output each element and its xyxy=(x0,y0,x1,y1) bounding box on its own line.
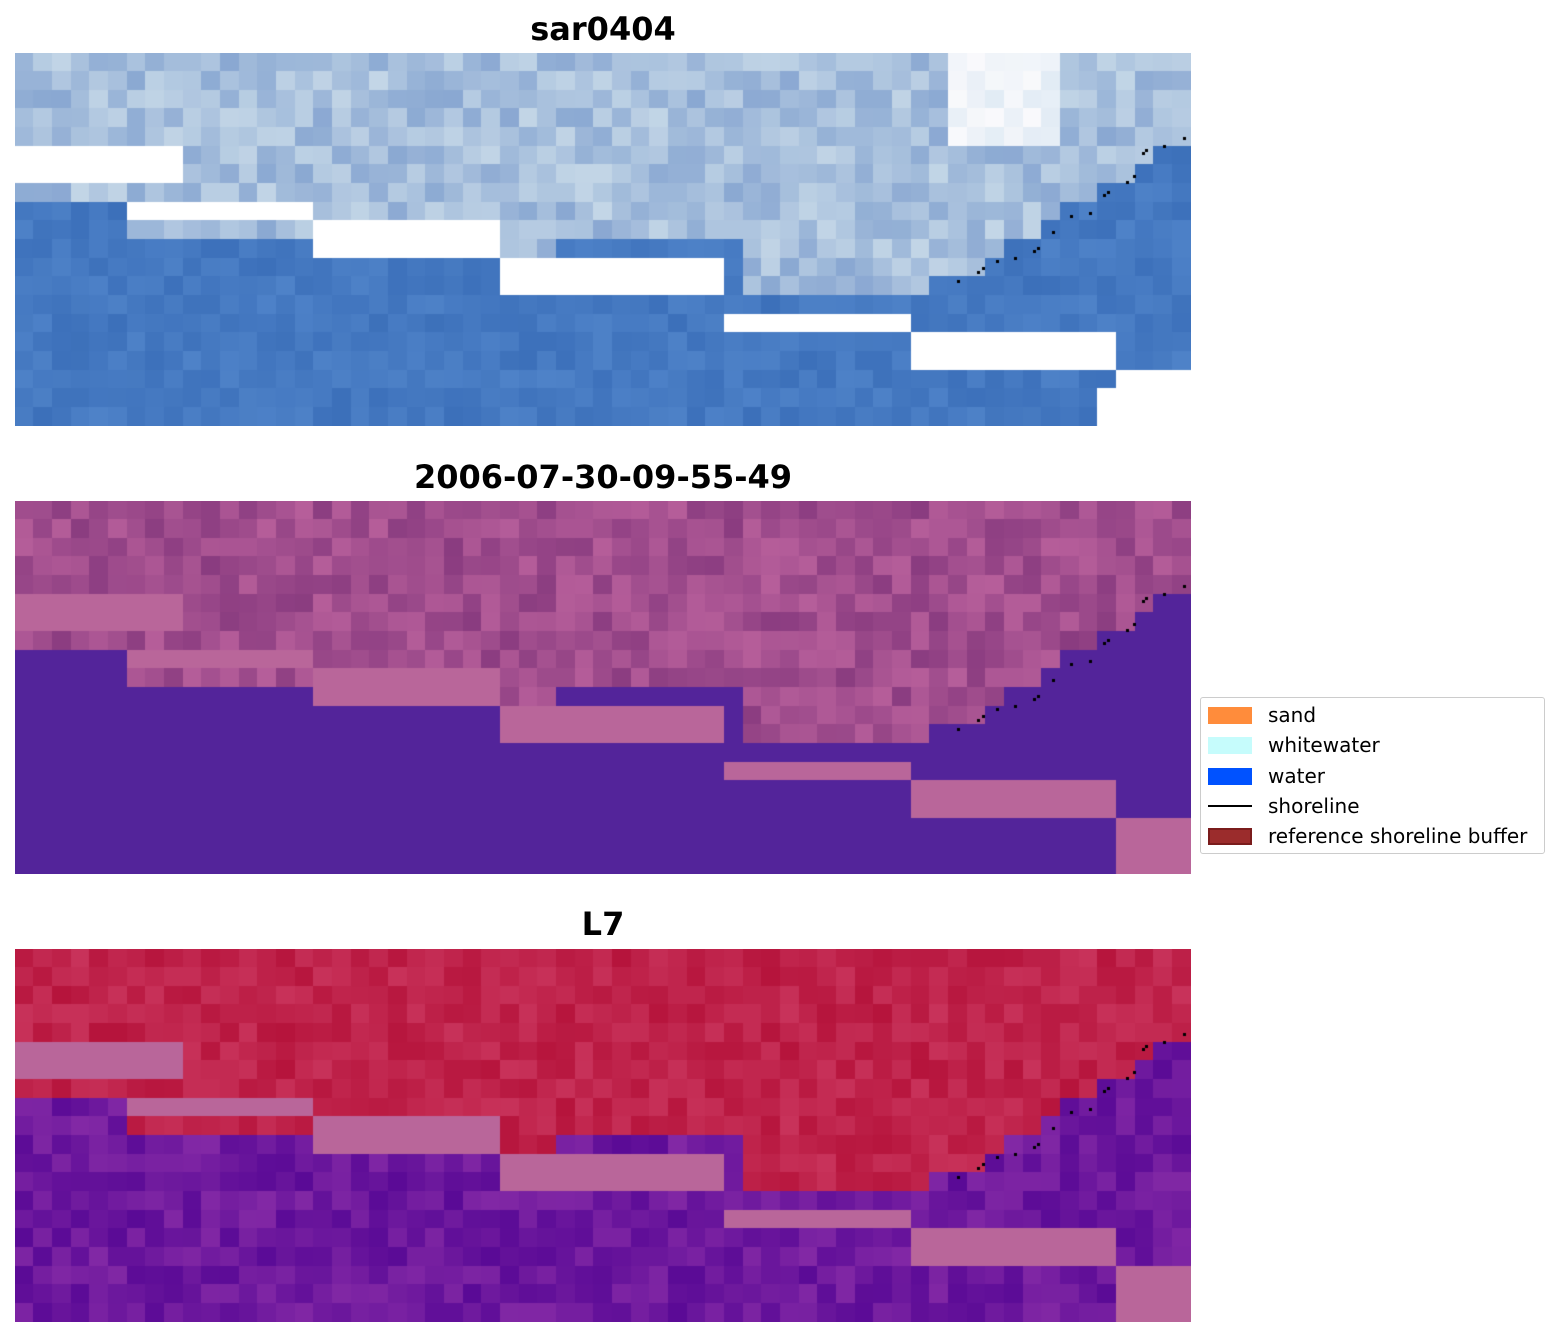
rgb-image-panel xyxy=(15,53,1191,426)
legend-swatch-whitewater xyxy=(1208,736,1252,754)
legend-label-reference-buffer: reference shoreline buffer xyxy=(1268,824,1528,848)
legend: sand whitewater water shoreline referenc… xyxy=(1200,697,1545,854)
legend-label-water: water xyxy=(1268,764,1325,788)
panel-title-l7: L7 xyxy=(581,905,625,943)
panel-title-sar0404: sar0404 xyxy=(530,10,676,48)
legend-swatch-sand xyxy=(1208,706,1252,724)
legend-label-shoreline: shoreline xyxy=(1268,794,1360,818)
classified-image-panel xyxy=(15,501,1191,874)
legend-label-whitewater: whitewater xyxy=(1268,733,1380,757)
legend-item-reference-buffer: reference shoreline buffer xyxy=(1208,824,1527,848)
legend-item-water: water xyxy=(1208,764,1325,788)
legend-item-sand: sand xyxy=(1208,703,1316,727)
legend-item-shoreline: shoreline xyxy=(1208,794,1360,818)
legend-swatch-water xyxy=(1208,767,1252,785)
legend-swatch-reference-buffer xyxy=(1208,827,1252,845)
legend-item-whitewater: whitewater xyxy=(1208,733,1380,757)
index-image-panel xyxy=(15,949,1191,1322)
panel-title-date: 2006-07-30-09-55-49 xyxy=(413,458,793,496)
legend-line-shoreline xyxy=(1208,805,1252,807)
legend-label-sand: sand xyxy=(1268,703,1317,727)
